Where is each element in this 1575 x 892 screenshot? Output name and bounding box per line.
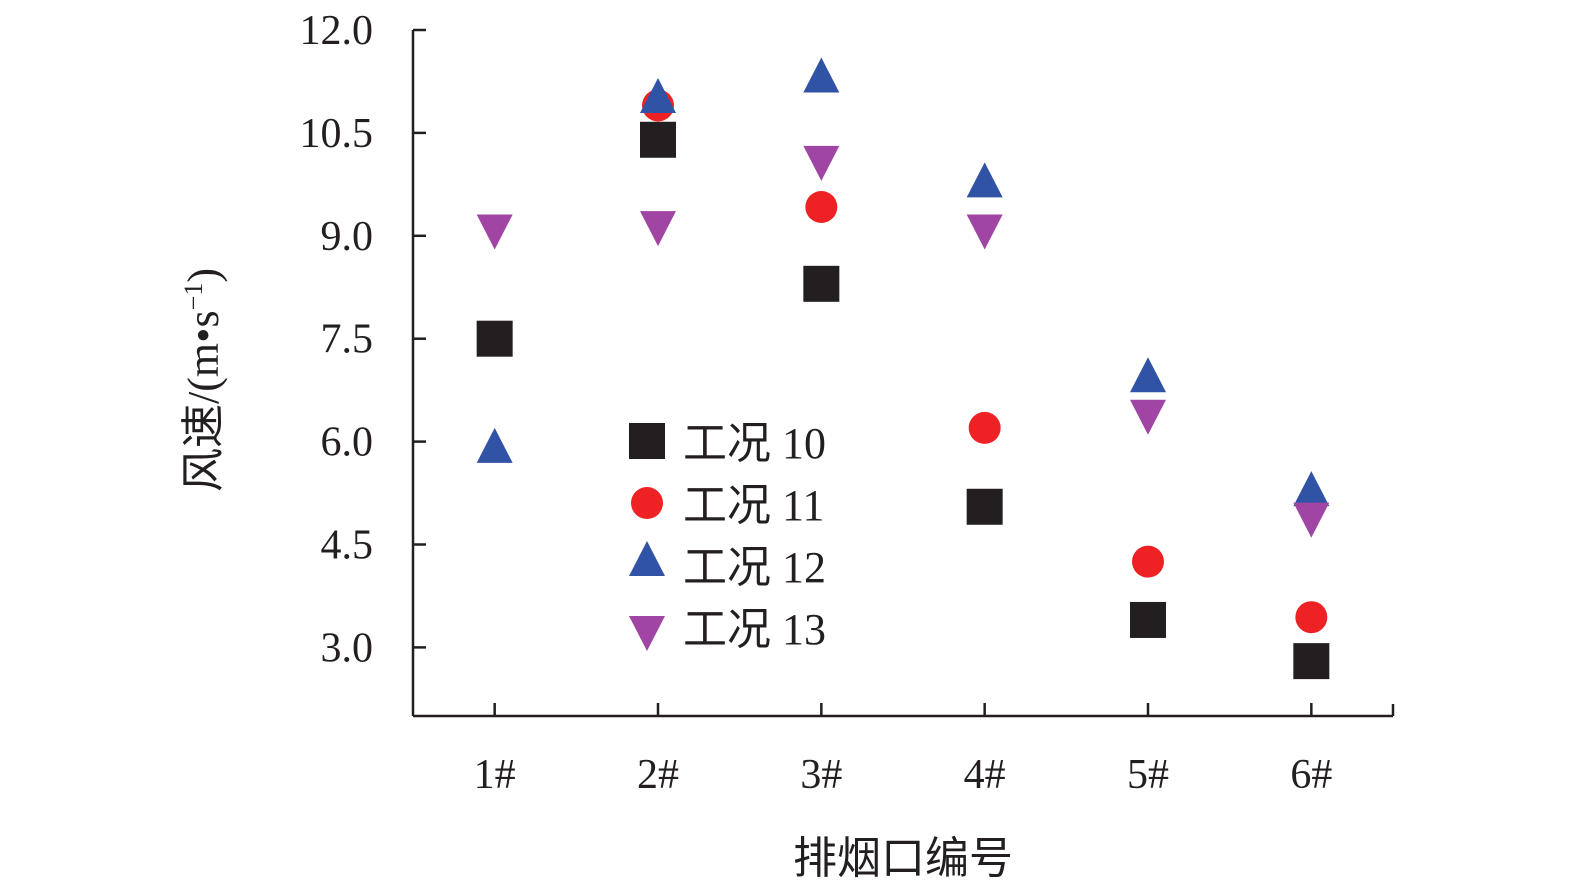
data-marks <box>476 57 1330 680</box>
data-point-triangle-up <box>966 162 1003 198</box>
y-axis-title-close: ) <box>179 268 228 283</box>
x-tick-label: 3# <box>800 752 842 798</box>
data-point-square <box>803 265 840 302</box>
data-point-circle <box>1295 601 1328 634</box>
data-point-triangle-down <box>803 145 840 181</box>
data-point-square <box>476 320 513 357</box>
data-point-triangle-down <box>1293 502 1330 538</box>
y-tick-label: 4.5 <box>321 523 374 569</box>
y-tick-label: 7.5 <box>321 317 374 363</box>
legend: 工况 10 工况 11 工况 12 工况 13 <box>629 419 826 654</box>
ticks: 3.0 4.5 6.0 7.5 9.0 10.5 12.0 1# 2# 3# 4# 5# 6# <box>300 8 1333 798</box>
legend-label: 工况 11 <box>683 481 824 530</box>
data-point-triangle-up <box>1130 357 1166 393</box>
y-axis-title: 风速/(m•s−1) <box>179 268 228 492</box>
x-tick-label: 4# <box>964 752 1006 798</box>
x-tick-label: 2# <box>637 752 679 798</box>
data-point-circle <box>805 190 838 223</box>
x-tick-label: 1# <box>474 752 516 798</box>
y-axis-title-sup: −1 <box>179 283 208 311</box>
data-point-triangle-up <box>476 427 513 463</box>
y-tick-label: 9.0 <box>321 214 374 260</box>
data-point-square <box>966 488 1003 525</box>
legend-marker-triangle-up <box>629 541 665 576</box>
legend-marker-circle <box>631 487 663 519</box>
data-point-square <box>640 121 676 158</box>
y-tick-label: 6.0 <box>321 420 374 466</box>
data-point-circle <box>1132 545 1164 578</box>
legend-label: 工况 10 <box>683 419 826 468</box>
data-point-triangle-down <box>966 214 1003 250</box>
data-point-triangle-down <box>476 214 513 250</box>
data-point-circle <box>968 411 1001 444</box>
y-tick-label: 10.5 <box>300 111 374 157</box>
data-point-triangle-down <box>640 211 676 247</box>
data-point-triangle-up <box>803 57 840 93</box>
y-tick-label: 12.0 <box>300 8 374 54</box>
data-point-triangle-up <box>1293 471 1330 507</box>
y-axis-title-main: 风速/(m•s <box>179 310 228 492</box>
x-tick-label: 6# <box>1290 752 1332 798</box>
x-axis-title: 排烟口编号 <box>793 834 1013 883</box>
data-point-triangle-down <box>1130 399 1166 435</box>
legend-label: 工况 13 <box>683 605 826 654</box>
data-point-square <box>1130 601 1166 638</box>
data-point-triangle-up <box>640 78 676 114</box>
legend-label: 工况 12 <box>683 543 826 592</box>
legend-marker-square <box>629 423 665 459</box>
legend-marker-triangle-down <box>629 616 665 651</box>
x-tick-label: 5# <box>1127 752 1169 798</box>
axes <box>411 30 1395 718</box>
data-point-square <box>1293 643 1330 680</box>
y-tick-label: 3.0 <box>321 625 374 671</box>
